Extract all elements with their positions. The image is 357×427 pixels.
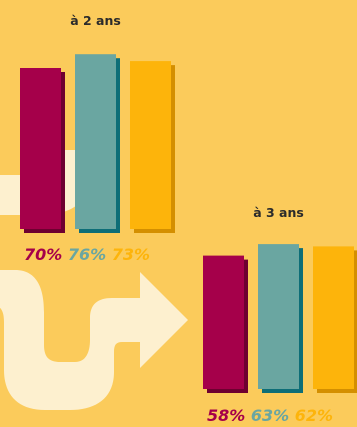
value-label-1-0: 58% — [207, 406, 251, 425]
value-labels-0: 70% 76% 73% — [24, 245, 150, 264]
value-label-1-2: 62% — [295, 406, 333, 425]
value-label-0-1: 76% — [68, 245, 112, 264]
background-arrow-lower — [0, 270, 188, 410]
bar-0-2 — [130, 61, 171, 229]
value-label-0-0: 70% — [24, 245, 68, 264]
group-label-0: à 2 ans — [70, 13, 121, 28]
bar-1-1 — [258, 244, 299, 389]
group-label-1: à 3 ans — [253, 205, 304, 220]
bar-1-2 — [313, 246, 354, 389]
bar-1-0 — [203, 255, 244, 389]
value-labels-1: 58% 63% 62% — [207, 406, 333, 425]
bar-0-1 — [75, 54, 116, 230]
value-label-1-1: 63% — [251, 406, 295, 425]
bar-0-0 — [20, 68, 61, 229]
value-label-0-2: 73% — [112, 245, 150, 264]
